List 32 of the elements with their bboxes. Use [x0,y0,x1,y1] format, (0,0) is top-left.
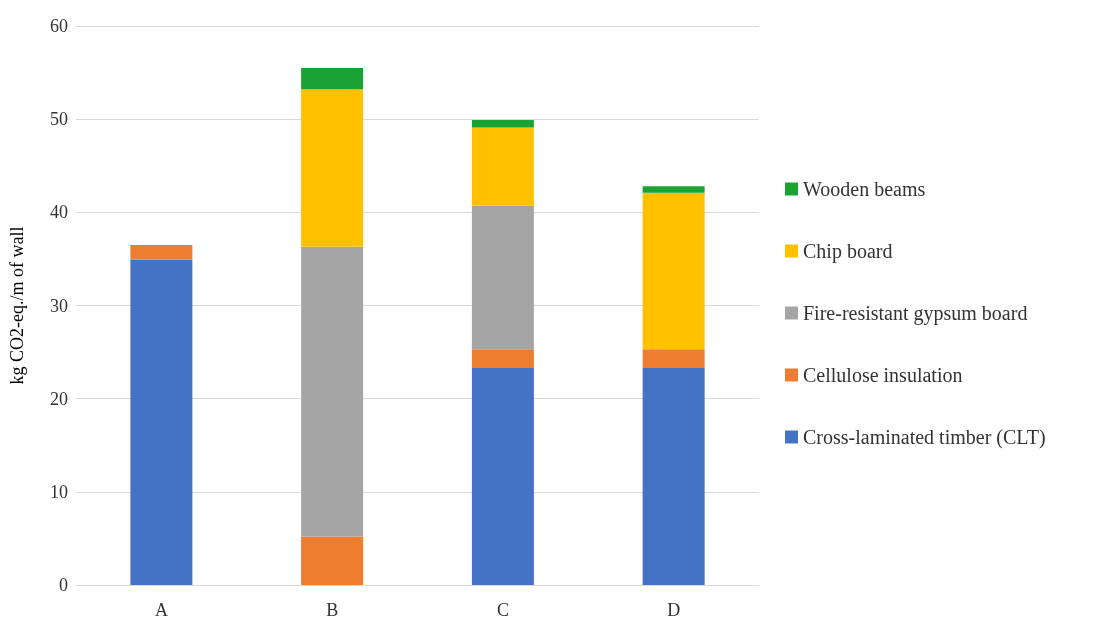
bar [301,246,364,537]
x-tick-label: C [496,600,509,620]
y-tick-label: 60 [50,16,68,36]
y-tick-label: 50 [50,109,68,130]
y-tick-label: 0 [59,575,68,595]
legend-label: Cross-laminated timber (CLT) [803,426,1046,449]
x-tick-label: A [154,600,168,620]
bar [301,89,364,247]
bar [301,67,364,90]
bar [642,349,705,368]
legend-label: Cellulose insulation [803,364,963,386]
bar [642,186,705,193]
legend-label: Chip board [803,240,893,263]
bar [642,367,705,585]
bar [471,349,534,368]
bar [471,127,534,206]
bar [471,367,534,585]
y-axis-title: kg CO2-eq./m of wall [7,226,27,385]
legend-label: Wooden beams [803,178,926,200]
bar [471,120,534,128]
x-tick-label: D [667,600,681,620]
bar [130,244,193,260]
bar [301,536,364,585]
y-tick-label: 30 [50,295,68,316]
bar [130,259,193,585]
y-tick-label: 40 [50,202,68,223]
bar [642,192,705,350]
x-tick-label: B [326,600,339,620]
y-tick-label: 20 [50,388,68,409]
bar [471,205,534,350]
legend-label: Fire-resistant gypsum board [803,302,1028,325]
y-tick-label: 10 [50,481,68,502]
